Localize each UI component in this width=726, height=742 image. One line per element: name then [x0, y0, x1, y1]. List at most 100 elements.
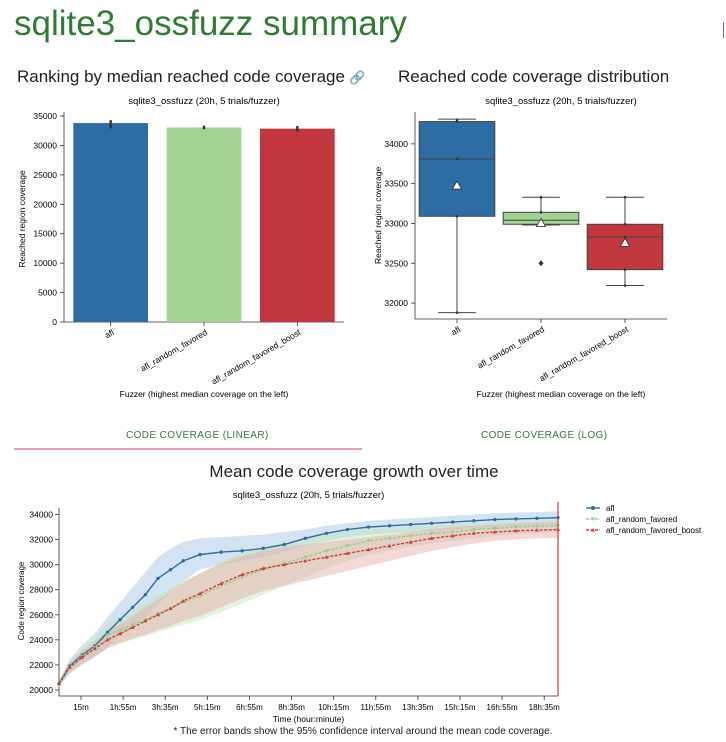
bar-y-tick-label: 0: [52, 317, 57, 327]
point-afl_random_favored_boost: [67, 665, 72, 669]
box-x-tick-label: afl_random_favored_boost: [537, 324, 630, 384]
point-afl_random_favored_boost: [282, 562, 287, 567]
box-point-afl_random_favored_boost: [623, 195, 627, 199]
box-x-tick-label: afl_random_favored: [476, 324, 547, 371]
line-x-tick-label: 18h:35m: [529, 703, 560, 712]
line-y-tick-label: 22000: [29, 660, 53, 670]
line-x-tick-label: 13h:35m: [402, 703, 433, 712]
box-y-label: Reached region coverage: [373, 167, 383, 265]
bar-y-tick-label: 30000: [33, 140, 57, 150]
page-title: sqlite3_ossfuzz summary: [14, 4, 407, 43]
line-y-tick-label: 20000: [29, 685, 53, 695]
box-mean-afl: [451, 180, 463, 190]
active-tab-indicator: [14, 448, 362, 450]
point-afl_random_favored_boost: [92, 646, 97, 651]
point-afl_random_favored: [240, 575, 245, 580]
line-x-tick-label: 11h:55m: [360, 703, 391, 712]
point-afl_random_favored_boost: [118, 631, 123, 636]
line-x-tick-label: 6h:55m: [236, 703, 263, 712]
point-afl_random_favored: [324, 549, 329, 553]
point-afl_random_favored_boost: [534, 528, 539, 532]
tab-code-coverage-linear[interactable]: CODE COVERAGE (LINEAR): [126, 430, 269, 441]
line-x-tick-label: 15h:15m: [444, 703, 475, 712]
line-x-label: Time (hour:minute): [273, 714, 345, 724]
point-afl: [303, 536, 308, 541]
bar-afl: [73, 123, 148, 322]
band-afl: [59, 511, 558, 687]
point-afl_random_favored: [198, 594, 203, 598]
band-afl_random_favored: [59, 520, 558, 688]
bar-y-tick-label: 15000: [33, 229, 57, 239]
box-point-afl: [455, 311, 459, 314]
point-afl_random_favored_boost: [219, 581, 224, 585]
point-afl_random_favored: [534, 524, 539, 529]
scroll-marker: [723, 22, 724, 38]
bar-x-tick-label: afl_random_favored_boost: [210, 327, 303, 387]
bar-afl_random_favored: [166, 127, 242, 322]
box-x-tick-label: afl: [449, 324, 462, 337]
box-outlier-afl_random_favored: [538, 260, 544, 267]
point-afl: [143, 593, 148, 597]
point-afl: [324, 531, 329, 536]
box-point-afl_random_favored_boost: [623, 235, 627, 239]
line-x-tick-label: 3h:35m: [152, 703, 179, 712]
point-afl_random_favored_boost: [450, 533, 455, 538]
box-y-tick-label: 33000: [384, 218, 408, 228]
bar-y-tick-label: 25000: [33, 170, 57, 180]
point-afl_random_favored_boost: [57, 681, 61, 686]
legend-label-afl_random_favored: afl_random_favored: [606, 515, 677, 524]
legend-marker-afl_random_favored_boost: [591, 528, 595, 532]
point-afl_random_favored: [471, 528, 476, 532]
line-y-tick-label: 34000: [29, 510, 53, 520]
bar-afl_random_favored_boost: [260, 128, 335, 322]
box-point-afl_random_favored: [539, 195, 543, 199]
point-afl: [366, 525, 371, 529]
legend-marker-afl: [591, 506, 595, 510]
point-afl_random_favored_boost: [303, 558, 308, 563]
bar-y-tick-label: 10000: [33, 258, 57, 268]
line-afl_random_favored_boost: [58, 528, 559, 685]
legend-marker-afl_random_favored: [591, 517, 595, 521]
point-afl_random_favored: [366, 539, 371, 543]
link-icon[interactable]: 🔗: [348, 70, 366, 85]
band-afl_random_favored_boost: [59, 522, 558, 687]
box-x-label: Fuzzer (highest median coverage on the l…: [477, 389, 646, 399]
point-afl: [156, 576, 160, 581]
point-afl_random_favored: [492, 526, 497, 531]
point-afl_random_favored_boost: [181, 599, 186, 603]
point-afl_random_favored_boost: [155, 612, 160, 617]
point-afl: [408, 522, 413, 527]
point-afl: [282, 542, 286, 547]
box-y-tick-label: 32500: [384, 258, 408, 268]
point-afl: [472, 519, 476, 523]
ranking-title-text: Ranking by median reached code coverage: [17, 67, 345, 86]
line-x-tick-label: 8h:35m: [278, 703, 305, 712]
box-point-afl: [455, 157, 459, 161]
box-mean-afl_random_favored: [535, 217, 547, 227]
box-point-afl: [455, 120, 459, 123]
point-afl: [514, 517, 518, 521]
point-afl: [493, 517, 497, 522]
line-x-tick-label: 5h:15m: [194, 703, 221, 712]
point-afl: [345, 527, 350, 532]
point-afl_random_favored_boost: [198, 591, 203, 595]
box-point-afl_random_favored: [539, 211, 543, 214]
tab-code-coverage-log[interactable]: CODE COVERAGE (LOG): [481, 430, 608, 441]
bar-x-tick-label: afl_random_favored: [139, 327, 210, 374]
point-afl_random_favored_boost: [429, 536, 434, 540]
growth-section-title: Mean code coverage growth over time: [209, 462, 499, 481]
box-afl: [418, 121, 496, 217]
line-y-tick-label: 24000: [29, 635, 53, 645]
point-afl_random_favored_boost: [513, 528, 518, 533]
point-afl_random_favored_boost: [130, 625, 135, 629]
point-afl_random_favored: [429, 531, 434, 536]
box-point-afl_random_favored_boost: [623, 284, 627, 287]
point-afl: [181, 559, 185, 563]
point-afl_random_favored_boost: [471, 531, 476, 535]
point-afl_random_favored: [303, 555, 308, 560]
bar-y-tick-label: 35000: [33, 111, 57, 121]
point-afl_random_favored: [513, 525, 518, 530]
distribution-section-title: Reached code coverage distribution: [398, 67, 670, 86]
legend-label-afl_random_favored_boost: afl_random_favored_boost: [606, 526, 702, 535]
point-afl: [387, 524, 392, 528]
